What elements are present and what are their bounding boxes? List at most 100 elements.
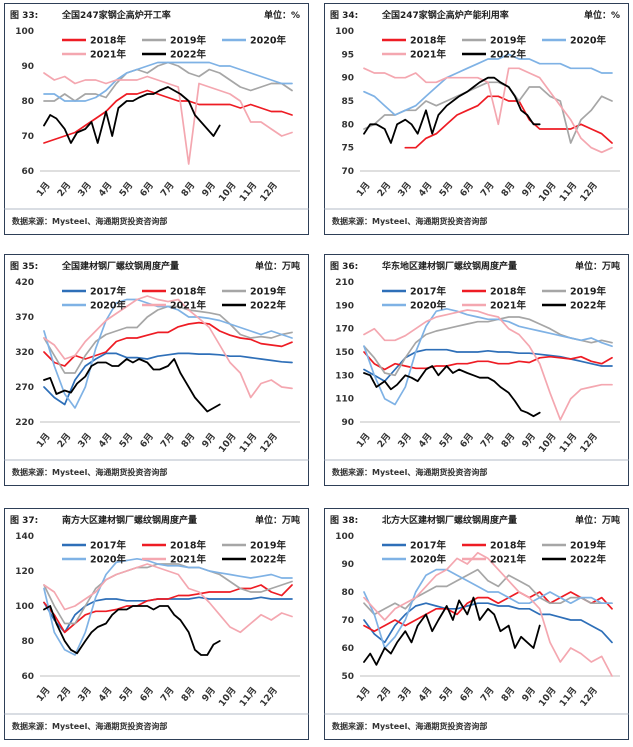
y-tick-label: 210 [335, 278, 354, 288]
y-tick-label: 90 [341, 560, 354, 570]
legend-label: 2022年 [250, 300, 286, 312]
y-tick-label: 270 [15, 383, 34, 393]
legend-label: 2020年 [410, 554, 446, 566]
y-tick-label: 420 [15, 278, 34, 288]
source-note: 数据来源：Mysteel、海通期货投资咨询部 [332, 467, 487, 477]
legend-label: 2020年 [410, 300, 446, 312]
chart-panel-fig33: 图 33: 全国247家钢企高炉开工率 单位：% 60 70 80 90 100 1月 2月 3月 4… [4, 3, 309, 235]
y-tick-label: 100 [335, 27, 354, 37]
figure-label: 图 35: [10, 261, 38, 272]
source-note: 数据来源：Mysteel、海通期货投资咨询部 [332, 721, 487, 731]
y-tick-label: 110 [335, 395, 354, 405]
series-line-2020 [363, 53, 613, 116]
series-line-2017 [43, 352, 293, 406]
legend-label: 2019年 [490, 35, 526, 47]
series-line-2021 [363, 67, 613, 154]
y-tick-label: 80 [341, 588, 354, 598]
figure-label: 图 34: [330, 10, 358, 21]
legend-label: 2018年 [170, 286, 206, 298]
chart-title: 全国建材钢厂螺纹钢周度产量 [61, 260, 179, 272]
legend-label: 2021年 [490, 554, 526, 566]
legend-label: 2017年 [90, 286, 126, 298]
legend-label: 2021年 [410, 49, 446, 61]
legend-label: 2022年 [570, 554, 606, 566]
series-line-2018 [43, 89, 293, 144]
unit-label: 单位：万吨 [255, 260, 300, 272]
y-tick-label: 120 [15, 567, 34, 577]
y-tick-label: 130 [335, 371, 354, 381]
chart-title: 全国247家钢企高炉开工率 [61, 9, 171, 21]
legend-label: 2020年 [250, 35, 286, 47]
y-tick-label: 60 [21, 672, 34, 682]
chart-fig35: 图 35: 全国建材钢厂螺纹钢周度产量 单位：万吨2202703203704201月… [4, 254, 309, 486]
series-line-2020 [43, 298, 293, 409]
legend-label: 2019年 [170, 35, 206, 47]
chart-panel-fig34: 图 34: 全国247家钢企高炉产能利用率 单位：% 70 75 80 85 90 95 100 1… [324, 3, 629, 235]
legend-label: 2022年 [570, 300, 606, 312]
series-line-2022 [43, 86, 221, 144]
legend-label: 2018年 [90, 35, 126, 47]
chart-panel-fig38: 图 38: 北方大区建材钢厂螺纹钢周度产量 单位：万吨 50 60 70 80 90 100 1月… [324, 508, 629, 740]
series-line-2021 [43, 563, 293, 634]
unit-label: 单位：万吨 [575, 514, 620, 526]
legend-label: 2020年 [570, 35, 606, 47]
series-line-2021 [43, 72, 293, 165]
chart-title: 北方大区建材钢厂螺纹钢周度产量 [382, 514, 517, 526]
legend-label: 2019年 [250, 286, 286, 298]
chart-fig38: 图 38: 北方大区建材钢厂螺纹钢周度产量 单位：万吨50607080901001月… [324, 508, 629, 740]
unit-label: 单位：万吨 [575, 260, 620, 272]
legend-label: 2020年 [90, 300, 126, 312]
legend-label: 2022年 [490, 49, 526, 61]
y-tick-label: 60 [21, 167, 34, 177]
legend-label: 2019年 [250, 540, 286, 552]
y-tick-label: 100 [15, 602, 34, 612]
y-tick-label: 90 [341, 418, 354, 428]
unit-label: 单位：% [584, 9, 620, 21]
figure-label: 图 33: [10, 10, 38, 21]
series-line-2022 [43, 605, 221, 656]
unit-label: 单位：% [264, 9, 300, 21]
legend-label: 2017年 [410, 540, 446, 552]
series-line-2018 [43, 584, 293, 634]
series-line-2021 [43, 295, 293, 399]
series-line-2020 [43, 61, 293, 102]
series-line-2021 [363, 551, 613, 677]
chart-fig34: 图 34: 全国247家钢企高炉产能利用率 单位：%7075808590951001… [324, 3, 629, 235]
series-line-2022 [363, 76, 541, 144]
chart-title: 华东地区建材钢厂螺纹钢周度产量 [382, 260, 517, 272]
source-note: 数据来源：Mysteel、海通期货投资咨询部 [12, 216, 167, 226]
series-line-2021 [363, 309, 613, 421]
series-line-2019 [43, 563, 293, 625]
legend-label: 2018年 [170, 540, 206, 552]
y-tick-label: 370 [15, 313, 34, 323]
legend-label: 2019年 [570, 540, 606, 552]
y-tick-label: 70 [341, 616, 354, 626]
y-tick-label: 100 [15, 27, 34, 37]
series-line-2022 [43, 358, 221, 413]
y-tick-label: 75 [341, 144, 354, 154]
legend-label: 2018年 [490, 540, 526, 552]
legend-label: 2022年 [250, 554, 286, 566]
y-tick-label: 70 [341, 167, 354, 177]
y-tick-label: 90 [341, 74, 354, 84]
y-tick-label: 190 [335, 301, 354, 311]
y-tick-label: 90 [21, 62, 34, 72]
series-line-2017 [363, 602, 613, 644]
legend-label: 2019年 [570, 286, 606, 298]
legend-label: 2021年 [170, 554, 206, 566]
y-tick-label: 50 [341, 672, 354, 682]
y-tick-label: 150 [335, 348, 354, 358]
y-tick-label: 170 [335, 325, 354, 335]
chart-fig37: 图 37: 南方大区建材钢厂螺纹钢周度产量 单位：万吨60801001201401月… [4, 508, 309, 740]
legend-label: 2022年 [170, 49, 206, 61]
chart-panel-fig35: 图 35: 全国建材钢厂螺纹钢周度产量 单位：万吨 220 270 320 370 420 1月… [4, 254, 309, 486]
chart-panel-fig36: 图 36: 华东地区建材钢厂螺纹钢周度产量 单位：万吨 90 110 130 150 170 1… [324, 254, 629, 486]
legend-label: 2021年 [90, 49, 126, 61]
chart-fig36: 图 36: 华东地区建材钢厂螺纹钢周度产量 单位：万吨 90 110 130 150 170 1… [324, 254, 629, 486]
figure-label: 图 38: [330, 515, 358, 526]
y-tick-label: 95 [341, 50, 354, 60]
y-tick-label: 60 [341, 644, 354, 654]
y-tick-label: 85 [341, 97, 354, 107]
series-line-2020 [43, 557, 293, 656]
